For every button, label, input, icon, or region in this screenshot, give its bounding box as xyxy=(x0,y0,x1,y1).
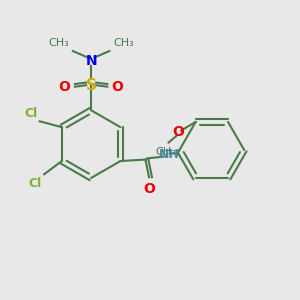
Text: O: O xyxy=(172,125,184,139)
Text: NH: NH xyxy=(159,148,180,161)
Text: O: O xyxy=(143,182,155,196)
Text: Cl: Cl xyxy=(28,177,42,190)
Text: CH₃: CH₃ xyxy=(113,38,134,48)
Text: Cl: Cl xyxy=(24,106,37,119)
Text: O: O xyxy=(112,80,124,94)
Text: CH₃: CH₃ xyxy=(48,38,69,48)
Text: CH₃: CH₃ xyxy=(156,147,177,157)
Text: O: O xyxy=(58,80,70,94)
Text: S: S xyxy=(85,78,97,93)
Text: N: N xyxy=(85,54,97,68)
